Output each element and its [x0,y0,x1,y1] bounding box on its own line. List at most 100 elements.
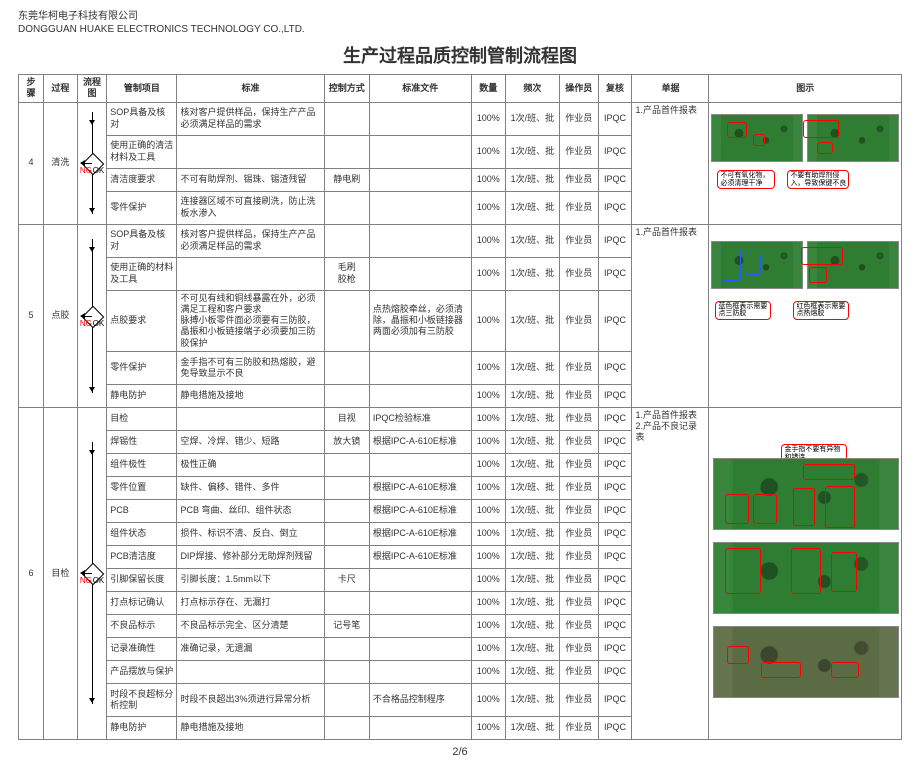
control-method: 放大镜 [324,430,369,453]
standard: 损件、标识不清、反白、倒立 [177,522,324,545]
quantity: 100% [471,191,505,224]
frequency: 1次/班、批 [505,637,559,660]
reviewer: IPQC [598,522,632,545]
column-header: 数量 [471,75,505,103]
reviewer: IPQC [598,476,632,499]
quantity: 100% [471,522,505,545]
control-method [324,191,369,224]
frequency: 1次/班、批 [505,591,559,614]
step-number: 6 [19,407,44,739]
operator: 作业员 [560,716,598,739]
control-item: 组件状态 [107,522,177,545]
control-method: 记号笔 [324,614,369,637]
frequency: 1次/班、批 [505,716,559,739]
table-row: 5点胶NGOKSOP具备及核对核对客户提供样品，保持生产产品必须满足样品的需求1… [19,224,902,257]
control-method [324,476,369,499]
control-item: 点胶要求 [107,290,177,351]
operator: 作业员 [560,384,598,407]
operator: 作业员 [560,499,598,522]
control-method [324,224,369,257]
control-flow-table: 步骤过程流程图管制项目标准控制方式标准文件数量频次操作员复核单据图示 4清洗NG… [18,74,902,740]
frequency: 1次/班、批 [505,102,559,135]
standard-doc [369,453,471,476]
standard-doc [369,614,471,637]
document-title: 生产过程品质控制管制流程图 [18,42,902,68]
frequency: 1次/班、批 [505,168,559,191]
standard-doc: 根据IPC-A-610E标准 [369,476,471,499]
step-number: 4 [19,102,44,224]
operator: 作业员 [560,614,598,637]
column-header: 过程 [43,75,77,103]
reviewer: IPQC [598,102,632,135]
reviewer: IPQC [598,191,632,224]
control-method [324,351,369,384]
operator: 作业员 [560,637,598,660]
operator: 作业员 [560,168,598,191]
reviewer: IPQC [598,637,632,660]
column-header: 标准 [177,75,324,103]
control-item: 使用正确的清洁材料及工具 [107,135,177,168]
frequency: 1次/班、批 [505,351,559,384]
standard: 不可见有线和铜线暴露在外，必须满足工程和客户要求脉搏小板零件面必须要有三防胶，晶… [177,290,324,351]
reviewer: IPQC [598,545,632,568]
control-item: 焊锡性 [107,430,177,453]
frequency: 1次/班、批 [505,545,559,568]
control-item: 清洁度要求 [107,168,177,191]
frequency: 1次/班、批 [505,290,559,351]
flowchart-cell: NGOK [77,102,106,224]
control-method: 目视 [324,407,369,430]
quantity: 100% [471,660,505,683]
column-header: 控制方式 [324,75,369,103]
control-item: 静电防护 [107,716,177,739]
reviewer: IPQC [598,135,632,168]
standard-doc: 点热熔胶牵丝，必须清除，晶振和小板链接器两面必须加有三防胶 [369,290,471,351]
standard-doc [369,102,471,135]
standard: 不可有助焊剂、锡珠、锡渣残留 [177,168,324,191]
operator: 作业员 [560,351,598,384]
control-item: 目检 [107,407,177,430]
standard-doc [369,224,471,257]
operator: 作业员 [560,102,598,135]
standard-doc [369,660,471,683]
control-method [324,637,369,660]
standard: 缺件、偏移、错件、多件 [177,476,324,499]
control-item: PCB [107,499,177,522]
standard-doc [369,384,471,407]
standard: 连接器区域不可直接刷洗，防止洗板水渗入 [177,191,324,224]
column-header: 流程图 [77,75,106,103]
standard-doc [369,716,471,739]
control-item: SOP具备及核对 [107,102,177,135]
standard [177,135,324,168]
control-item: SOP具备及核对 [107,224,177,257]
operator: 作业员 [560,224,598,257]
standard: 不良品标示完全、区分清楚 [177,614,324,637]
frequency: 1次/班、批 [505,568,559,591]
standard-doc: IPQC检验标准 [369,407,471,430]
reviewer: IPQC [598,290,632,351]
standard-doc [369,568,471,591]
standard: 准确记录，无遗漏 [177,637,324,660]
standard: 静电措施及接地 [177,716,324,739]
standard: 空焊、冷焊、错少、短路 [177,430,324,453]
control-item: 零件位置 [107,476,177,499]
control-item: 引脚保留长度 [107,568,177,591]
frequency: 1次/班、批 [505,660,559,683]
reviewer: IPQC [598,407,632,430]
reviewer: IPQC [598,224,632,257]
standard: 极性正确 [177,453,324,476]
company-header: 东莞华柯电子科技有限公司 DONGGUAN HUAKE ELECTRONICS … [18,10,902,36]
illustration-cell: 不可有氧化物，必须清理干净不要有助焊剂侵入，导致保键不良 [709,102,902,224]
standard [177,407,324,430]
column-header: 复核 [598,75,632,103]
quantity: 100% [471,351,505,384]
reviewer: IPQC [598,430,632,453]
standard-doc [369,191,471,224]
quantity: 100% [471,430,505,453]
control-method: 静电刷 [324,168,369,191]
standard-doc: 根据IPC-A-610E标准 [369,430,471,453]
flowchart-cell: NGOK [77,224,106,407]
step-number: 5 [19,224,44,407]
operator: 作业员 [560,683,598,716]
operator: 作业员 [560,660,598,683]
quantity: 100% [471,290,505,351]
